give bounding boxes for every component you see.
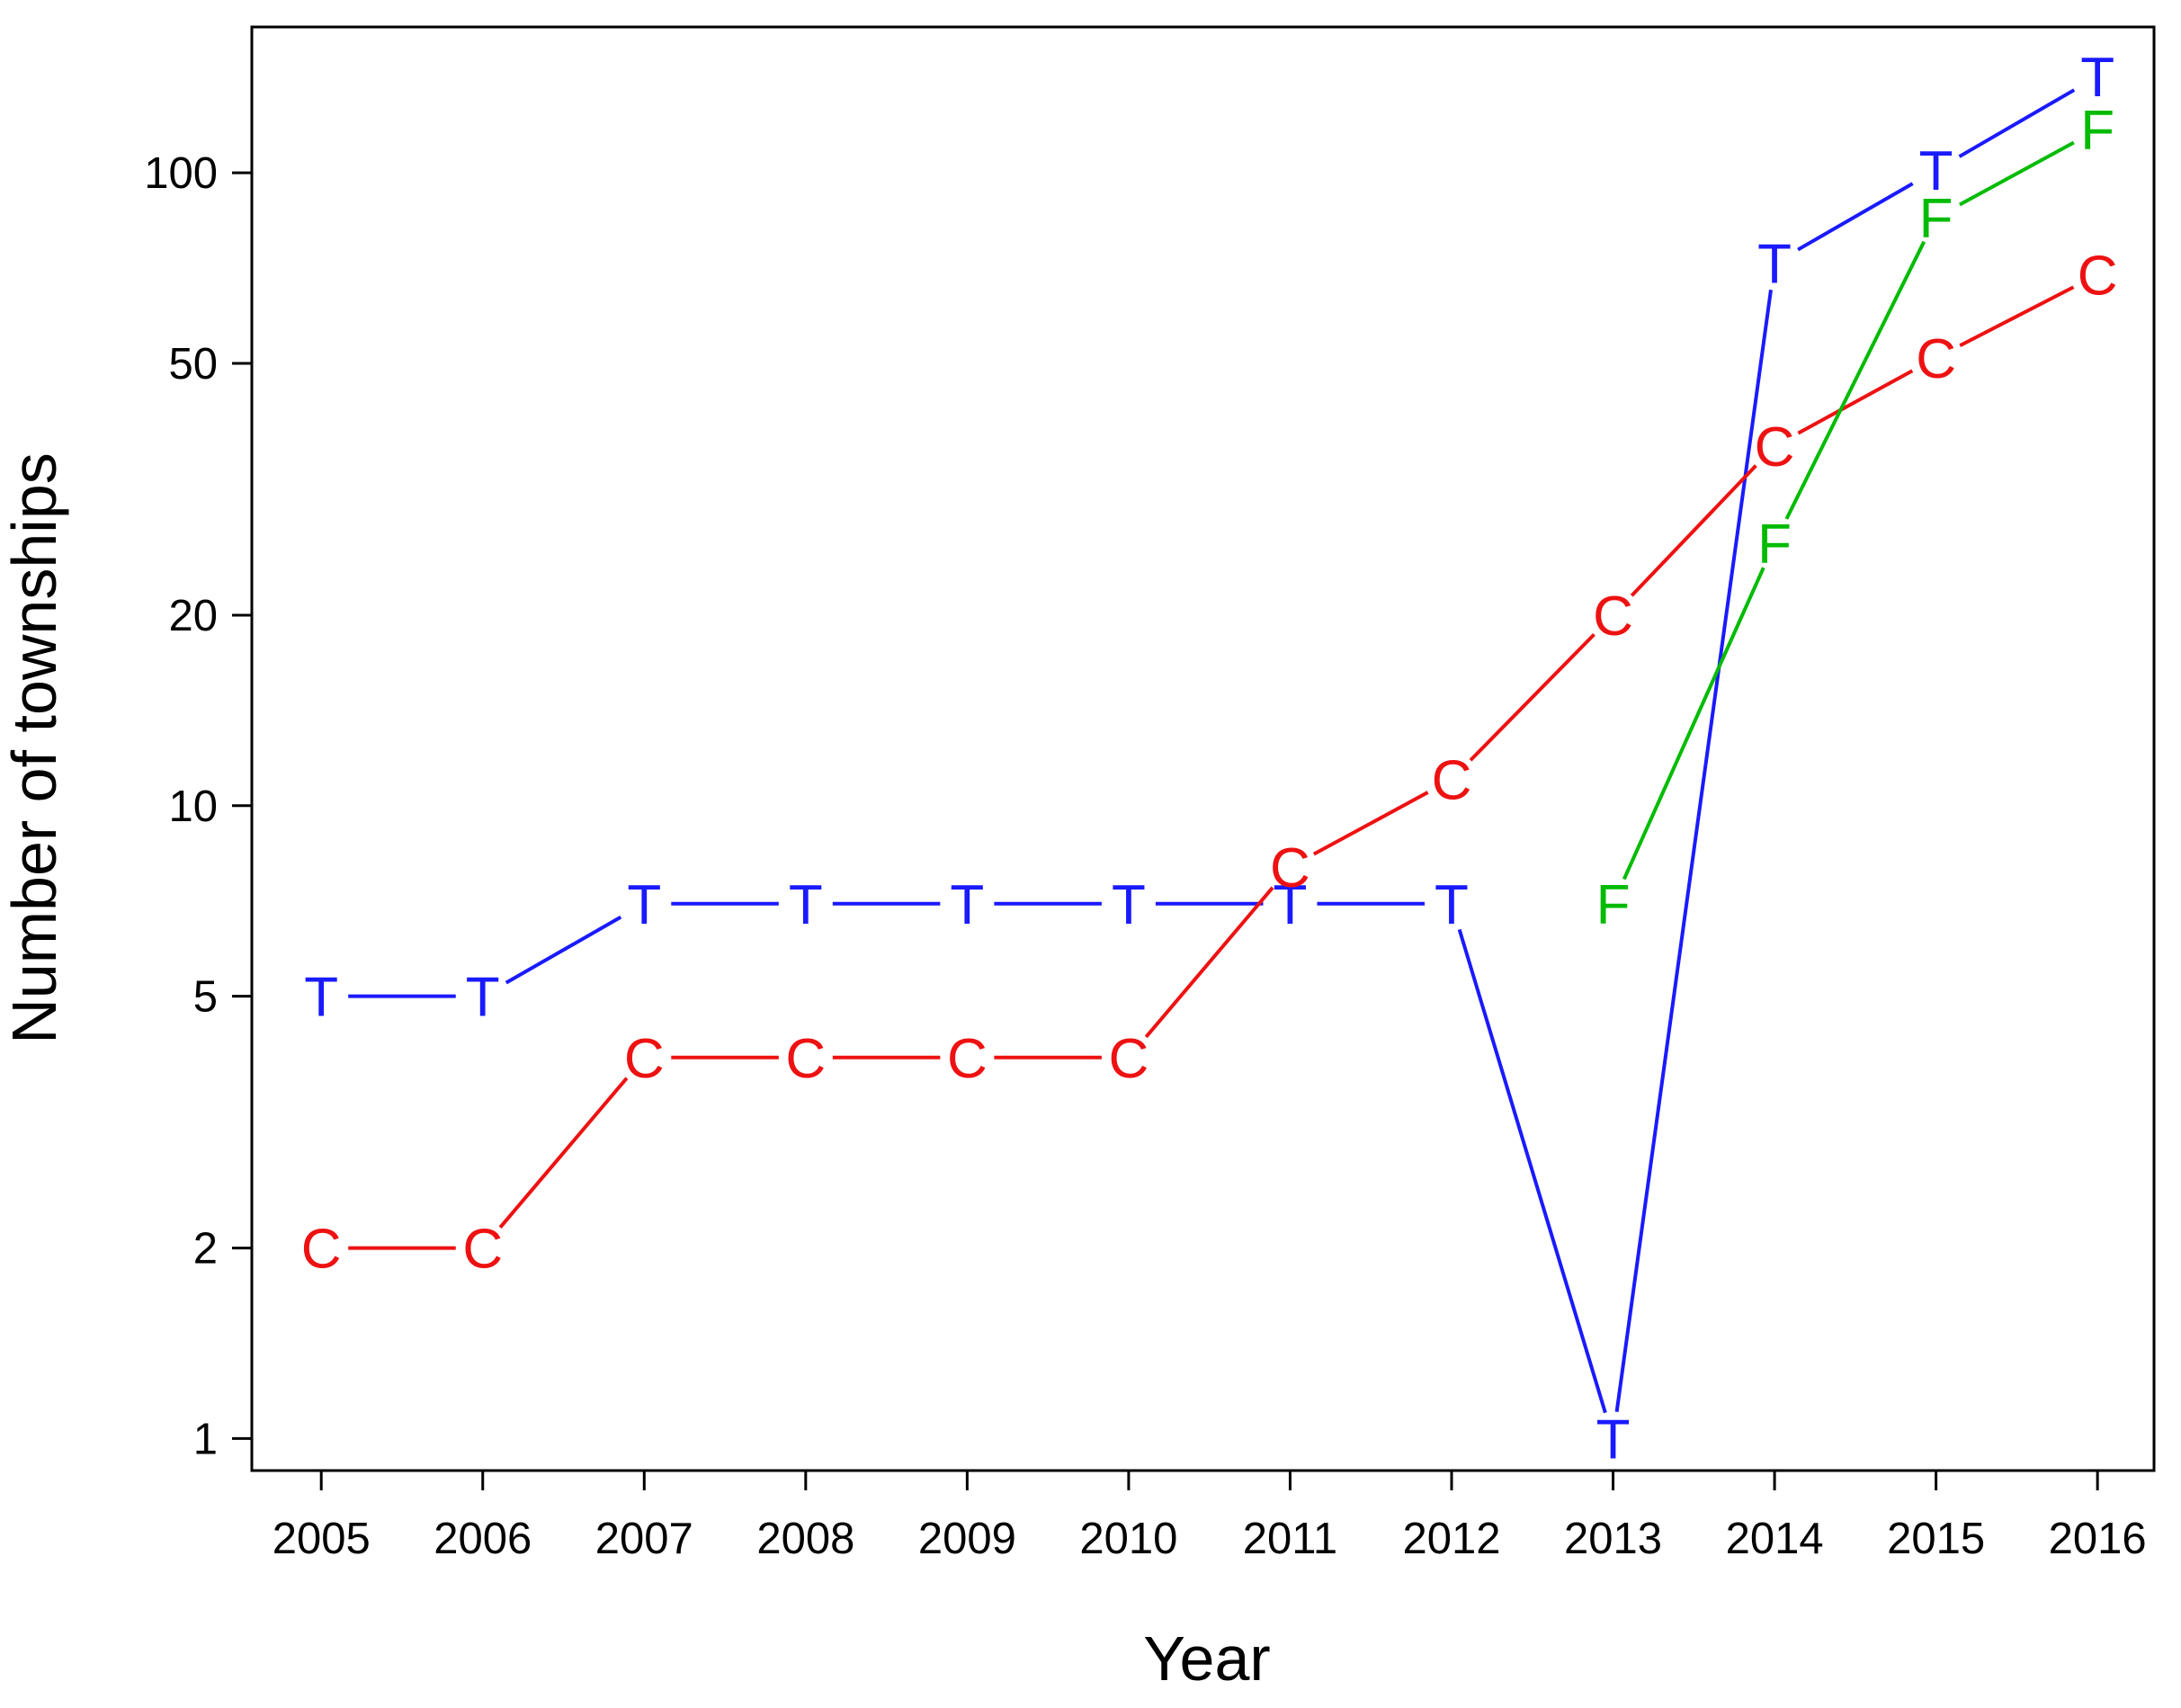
- point-C-2005: C: [301, 1219, 342, 1281]
- point-T-2009: T: [950, 874, 984, 936]
- point-T-2016: T: [2080, 47, 2114, 109]
- series-C-segment: [1469, 632, 1596, 762]
- x-tick-label-2010: 2010: [1079, 1515, 1177, 1563]
- series-T-segment: [1614, 289, 1773, 1412]
- y-tick-label-100: 100: [144, 149, 218, 198]
- point-C-2006: C: [462, 1219, 503, 1281]
- series-F: F F F F: [1596, 100, 2114, 936]
- point-C-2008: C: [785, 1028, 826, 1090]
- point-F-2015: F: [1919, 188, 1953, 250]
- series-C: C C C C C C C C C C C C: [301, 246, 2118, 1281]
- point-C-2010: C: [1109, 1028, 1149, 1090]
- x-tick-label-2008: 2008: [756, 1515, 854, 1563]
- x-tick-label-2016: 2016: [2049, 1515, 2147, 1563]
- point-T-2010: T: [1112, 874, 1146, 936]
- y-tick-label-1: 1: [193, 1415, 218, 1463]
- series-C-segment: [1630, 464, 1757, 597]
- series-F-segment: [1784, 240, 1926, 520]
- series-C-segment: [1959, 285, 2075, 347]
- point-F-2014: F: [1757, 514, 1792, 576]
- point-T-2006: T: [466, 967, 500, 1029]
- series-F-segment: [1622, 567, 1765, 881]
- x-tick-label-2007: 2007: [595, 1515, 693, 1563]
- x-tick-label-2009: 2009: [918, 1515, 1016, 1563]
- series-T: T T T T T T T T T T T T: [304, 47, 2114, 1471]
- x-axis: 2005 2006 2007 2008 2009 2010 2011 2012 2013 2014…: [273, 1471, 2147, 1563]
- plot-frame: [250, 25, 2156, 1472]
- point-C-2007: C: [624, 1028, 665, 1090]
- x-tick-label-2014: 2014: [1726, 1515, 1824, 1563]
- point-T-2008: T: [789, 874, 823, 936]
- x-tick-label-2012: 2012: [1402, 1515, 1500, 1563]
- point-C-2015: C: [1916, 328, 1956, 390]
- point-T-2005: T: [304, 967, 338, 1029]
- point-F-2016: F: [2080, 100, 2114, 162]
- series-F-segment: [1959, 140, 2075, 207]
- x-axis-title: Year: [1143, 1623, 1270, 1694]
- y-axis-title: Number of townships: [0, 452, 69, 1044]
- point-T-2015: T: [1919, 140, 1953, 202]
- series-C-segment: [498, 1077, 629, 1229]
- series-T-segment: [1958, 88, 2076, 158]
- point-F-2013: F: [1596, 874, 1631, 936]
- point-C-2011: C: [1270, 837, 1310, 899]
- y-tick-label-2: 2: [193, 1225, 218, 1274]
- point-T-2013: T: [1596, 1408, 1631, 1471]
- x-tick-label-2006: 2006: [434, 1515, 532, 1563]
- series-T-segment: [505, 915, 622, 985]
- y-tick-label-20: 20: [168, 592, 218, 640]
- y-tick-label-5: 5: [193, 973, 218, 1022]
- point-T-2007: T: [627, 874, 661, 936]
- point-T-2011: T: [1274, 874, 1308, 936]
- point-C-2009: C: [947, 1028, 988, 1090]
- series-C-segment: [1312, 791, 1429, 856]
- point-C-2012: C: [1432, 750, 1472, 812]
- x-tick-label-2013: 2013: [1564, 1515, 1662, 1563]
- point-C-2013: C: [1593, 586, 1633, 648]
- series-T-segment: [1797, 182, 1914, 252]
- y-tick-label-50: 50: [168, 340, 218, 389]
- x-tick-label-2005: 2005: [273, 1515, 371, 1563]
- series-T-segment: [1457, 928, 1607, 1414]
- series-C-segment: [1797, 369, 1914, 435]
- point-C-2014: C: [1755, 416, 1795, 478]
- point-T-2012: T: [1435, 874, 1469, 936]
- y-axis: 1 2 5 10 20 50 100: [144, 149, 252, 1463]
- point-T-2014: T: [1757, 234, 1792, 296]
- y-tick-label-10: 10: [168, 782, 218, 831]
- x-tick-label-2011: 2011: [1243, 1515, 1337, 1563]
- x-tick-label-2015: 2015: [1887, 1515, 1985, 1563]
- series-C-segment: [1144, 886, 1274, 1039]
- point-C-2016: C: [2078, 246, 2118, 308]
